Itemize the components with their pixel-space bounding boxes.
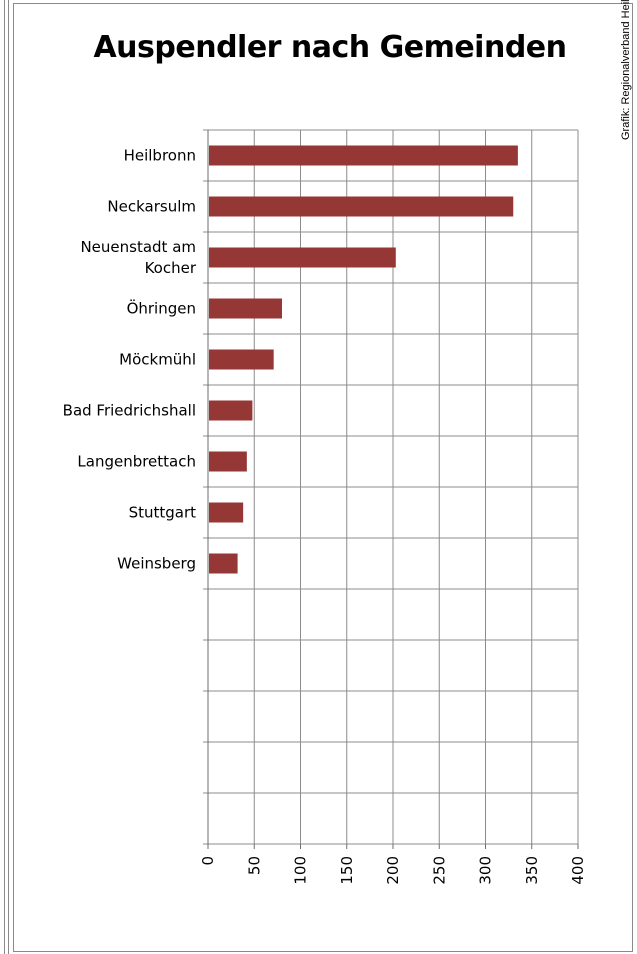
x-tick-label: 200 — [384, 856, 402, 885]
category-label: Langenbrettach — [77, 453, 196, 471]
x-tick-label: 250 — [430, 856, 448, 885]
chart-title: Auspendler nach Gemeinden — [93, 30, 567, 65]
bar — [209, 145, 518, 166]
x-tick-label: 0 — [199, 856, 217, 866]
x-tick-label: 100 — [292, 856, 310, 885]
left-edge-line-2 — [8, 0, 9, 954]
bar — [209, 502, 244, 523]
bar — [209, 349, 274, 370]
category-label: Heilbronn — [124, 147, 196, 165]
left-edge-line — [4, 0, 5, 954]
category-label: Bad Friedrichshall — [63, 402, 196, 420]
bar — [209, 247, 396, 268]
x-tick-label: 400 — [569, 856, 587, 885]
category-label: Stuttgart — [129, 504, 197, 522]
bar — [209, 400, 253, 421]
category-label: Neckarsulm — [107, 198, 196, 216]
x-tick-label: 300 — [477, 856, 495, 885]
bar — [209, 451, 247, 472]
category-label: Öhringen — [127, 299, 196, 318]
category-label: Möckmühl — [119, 351, 196, 369]
x-tick-label: 50 — [245, 856, 263, 875]
bar — [209, 298, 282, 319]
bar — [209, 553, 238, 574]
bar — [209, 196, 514, 217]
x-tick-label: 350 — [523, 856, 541, 885]
category-label: Neuenstadt am Kocher — [80, 238, 196, 277]
x-tick-label: 150 — [338, 856, 356, 885]
category-label: Weinsberg — [117, 555, 196, 573]
